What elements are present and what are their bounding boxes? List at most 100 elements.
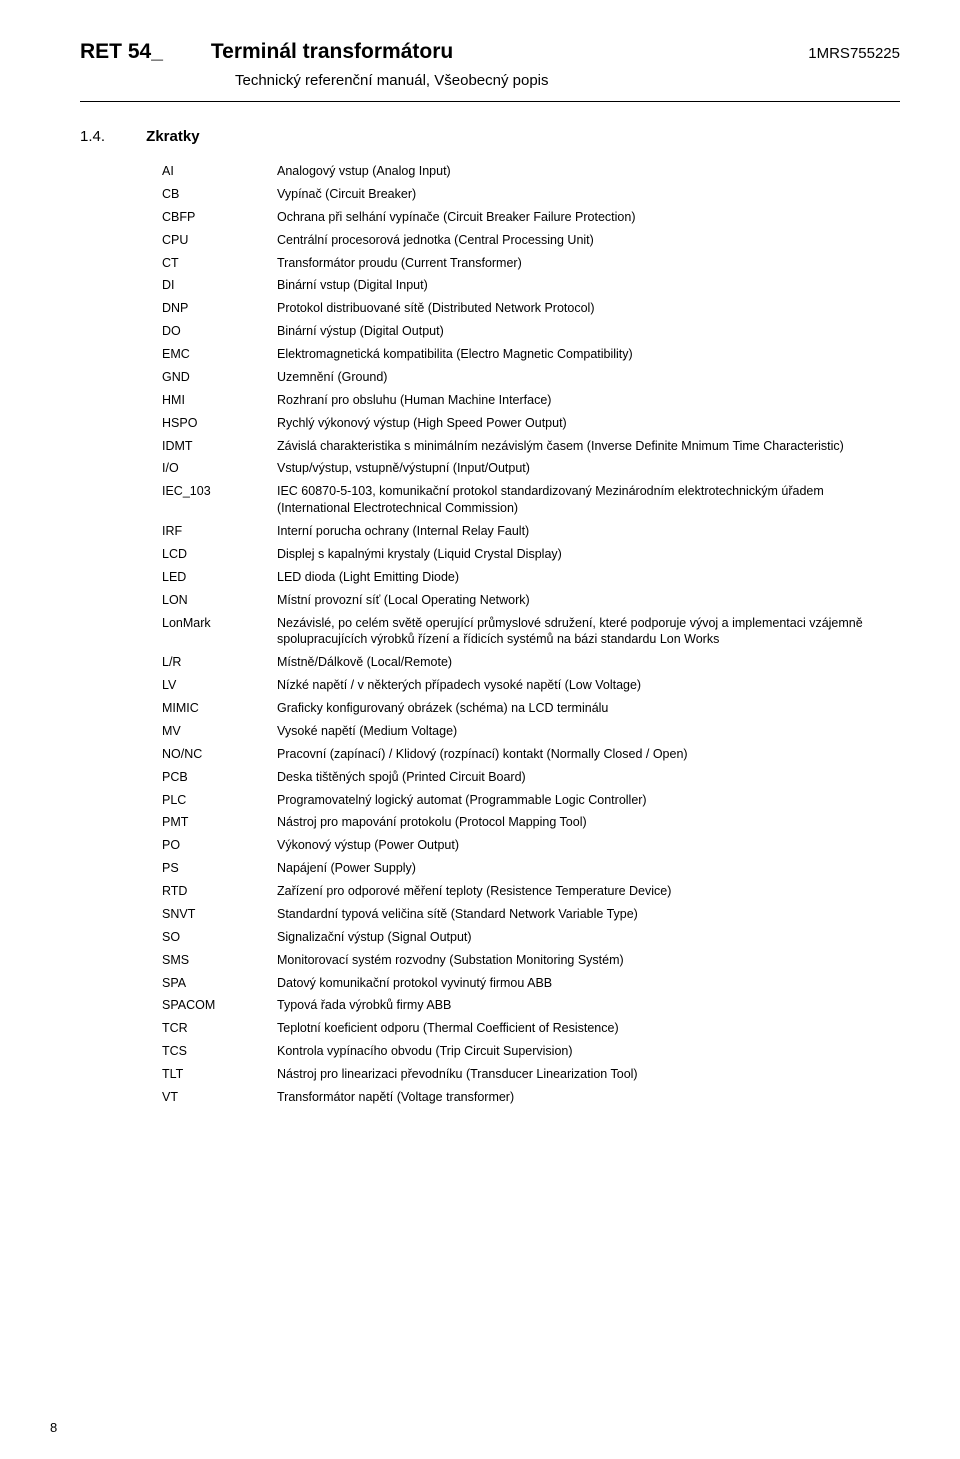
abbr-value: Standardní typová veličina sítě (Standar…: [277, 906, 900, 923]
abbr-key: CT: [162, 255, 277, 272]
abbr-key: RTD: [162, 883, 277, 900]
header-title: Terminál transformátoru: [211, 40, 453, 64]
abbr-key: IRF: [162, 523, 277, 540]
page: RET 54_ Terminál transformátoru 1MRS7552…: [0, 0, 960, 1459]
abbr-key: LON: [162, 592, 277, 609]
abbr-key: DNP: [162, 300, 277, 317]
abbr-key: AI: [162, 163, 277, 180]
abbr-key: SMS: [162, 952, 277, 969]
abbr-row: SNVTStandardní typová veličina sítě (Sta…: [162, 906, 900, 923]
abbr-row: PCBDeska tištěných spojů (Printed Circui…: [162, 769, 900, 786]
abbr-row: GNDUzemnění (Ground): [162, 369, 900, 386]
abbr-row: IRFInterní porucha ochrany (Internal Rel…: [162, 523, 900, 540]
header-subtitle: Technický referenční manuál, Všeobecný p…: [235, 72, 900, 89]
abbr-key: SPA: [162, 975, 277, 992]
abbr-key: MIMIC: [162, 700, 277, 717]
abbr-key: IEC_103: [162, 483, 277, 500]
abbr-value: Displej s kapalnými krystaly (Liquid Cry…: [277, 546, 900, 563]
abbr-value: Kontrola vypínacího obvodu (Trip Circuit…: [277, 1043, 900, 1060]
abbr-row: L/RMístně/Dálkově (Local/Remote): [162, 654, 900, 671]
abbr-value: Centrální procesorová jednotka (Central …: [277, 232, 900, 249]
abbr-key: PLC: [162, 792, 277, 809]
abbr-value: Uzemnění (Ground): [277, 369, 900, 386]
header-code: RET 54_: [80, 40, 163, 64]
abbr-value: Binární výstup (Digital Output): [277, 323, 900, 340]
abbr-value: Deska tištěných spojů (Printed Circuit B…: [277, 769, 900, 786]
abbr-row: TCSKontrola vypínacího obvodu (Trip Circ…: [162, 1043, 900, 1060]
abbr-key: IDMT: [162, 438, 277, 455]
abbr-row: MVVysoké napětí (Medium Voltage): [162, 723, 900, 740]
abbr-value: Binární vstup (Digital Input): [277, 277, 900, 294]
abbr-row: SMSMonitorovací systém rozvodny (Substat…: [162, 952, 900, 969]
abbr-row: LonMarkNezávislé, po celém světě operují…: [162, 615, 900, 649]
abbr-value: Transformátor napětí (Voltage transforme…: [277, 1089, 900, 1106]
abbr-value: Nástroj pro mapování protokolu (Protocol…: [277, 814, 900, 831]
abbr-row: HMIRozhraní pro obsluhu (Human Machine I…: [162, 392, 900, 409]
abbr-key: I/O: [162, 460, 277, 477]
abbr-key: LonMark: [162, 615, 277, 632]
abbr-key: GND: [162, 369, 277, 386]
abbr-key: TCS: [162, 1043, 277, 1060]
abbr-value: Nízké napětí / v některých případech vys…: [277, 677, 900, 694]
abbr-value: Programovatelný logický automat (Program…: [277, 792, 900, 809]
abbr-row: SOSignalizační výstup (Signal Output): [162, 929, 900, 946]
abbr-value: Vysoké napětí (Medium Voltage): [277, 723, 900, 740]
abbr-value: Nezávislé, po celém světě operující prům…: [277, 615, 900, 649]
abbr-value: Analogový vstup (Analog Input): [277, 163, 900, 180]
abbr-value: Nástroj pro linearizaci převodníku (Tran…: [277, 1066, 900, 1083]
abbr-value: Rozhraní pro obsluhu (Human Machine Inte…: [277, 392, 900, 409]
abbr-row: SPADatový komunikační protokol vyvinutý …: [162, 975, 900, 992]
abbr-row: VTTransformátor napětí (Voltage transfor…: [162, 1089, 900, 1106]
abbr-value: Vypínač (Circuit Breaker): [277, 186, 900, 203]
abbr-value: Protokol distribuované sítě (Distributed…: [277, 300, 900, 317]
abbr-key: SO: [162, 929, 277, 946]
abbr-value: Signalizační výstup (Signal Output): [277, 929, 900, 946]
abbr-row: CBVypínač (Circuit Breaker): [162, 186, 900, 203]
section-heading: 1.4. Zkratky: [80, 128, 900, 145]
header-docnum: 1MRS755225: [808, 45, 900, 62]
abbr-row: I/OVstup/výstup, vstupně/výstupní (Input…: [162, 460, 900, 477]
abbr-value: Pracovní (zapínací) / Klidový (rozpínací…: [277, 746, 900, 763]
header-left: RET 54_ Terminál transformátoru: [80, 40, 453, 64]
abbr-key: TLT: [162, 1066, 277, 1083]
page-number: 8: [50, 1420, 57, 1435]
abbr-key: DO: [162, 323, 277, 340]
abbr-value: Místní provozní síť (Local Operating Net…: [277, 592, 900, 609]
abbr-row: PSNapájení (Power Supply): [162, 860, 900, 877]
abbreviation-list: AIAnalogový vstup (Analog Input)CBVypína…: [162, 163, 900, 1106]
abbr-row: CBFPOchrana při selhání vypínače (Circui…: [162, 209, 900, 226]
abbr-value: Graficky konfigurovaný obrázek (schéma) …: [277, 700, 900, 717]
abbr-value: Ochrana při selhání vypínače (Circuit Br…: [277, 209, 900, 226]
abbr-row: LEDLED dioda (Light Emitting Diode): [162, 569, 900, 586]
abbr-row: MIMICGraficky konfigurovaný obrázek (sch…: [162, 700, 900, 717]
abbr-value: Zařízení pro odporové měření teploty (Re…: [277, 883, 900, 900]
header-row: RET 54_ Terminál transformátoru 1MRS7552…: [80, 40, 900, 64]
abbr-row: HSPORychlý výkonový výstup (High Speed P…: [162, 415, 900, 432]
abbr-key: TCR: [162, 1020, 277, 1037]
abbr-row: AIAnalogový vstup (Analog Input): [162, 163, 900, 180]
abbr-row: LCDDisplej s kapalnými krystaly (Liquid …: [162, 546, 900, 563]
abbr-row: PLCProgramovatelný logický automat (Prog…: [162, 792, 900, 809]
abbr-row: IDMTZávislá charakteristika s minimálním…: [162, 438, 900, 455]
abbr-row: RTDZařízení pro odporové měření teploty …: [162, 883, 900, 900]
abbr-row: DNPProtokol distribuované sítě (Distribu…: [162, 300, 900, 317]
abbr-value: LED dioda (Light Emitting Diode): [277, 569, 900, 586]
abbr-key: DI: [162, 277, 277, 294]
abbr-key: CB: [162, 186, 277, 203]
abbr-row: LONMístní provozní síť (Local Operating …: [162, 592, 900, 609]
horizontal-rule: [80, 101, 900, 102]
abbr-key: LED: [162, 569, 277, 586]
abbr-value: Interní porucha ochrany (Internal Relay …: [277, 523, 900, 540]
abbr-row: DIBinární vstup (Digital Input): [162, 277, 900, 294]
abbr-value: IEC 60870-5-103, komunikační protokol st…: [277, 483, 900, 517]
abbr-value: Elektromagnetická kompatibilita (Electro…: [277, 346, 900, 363]
abbr-key: CPU: [162, 232, 277, 249]
abbr-row: IEC_103IEC 60870-5-103, komunikační prot…: [162, 483, 900, 517]
abbr-row: PMTNástroj pro mapování protokolu (Proto…: [162, 814, 900, 831]
abbr-value: Závislá charakteristika s minimálním nez…: [277, 438, 900, 455]
abbr-key: CBFP: [162, 209, 277, 226]
abbr-row: CPUCentrální procesorová jednotka (Centr…: [162, 232, 900, 249]
abbr-row: CTTransformátor proudu (Current Transfor…: [162, 255, 900, 272]
abbr-row: SPACOMTypová řada výrobků firmy ABB: [162, 997, 900, 1014]
section-label: Zkratky: [146, 128, 199, 145]
